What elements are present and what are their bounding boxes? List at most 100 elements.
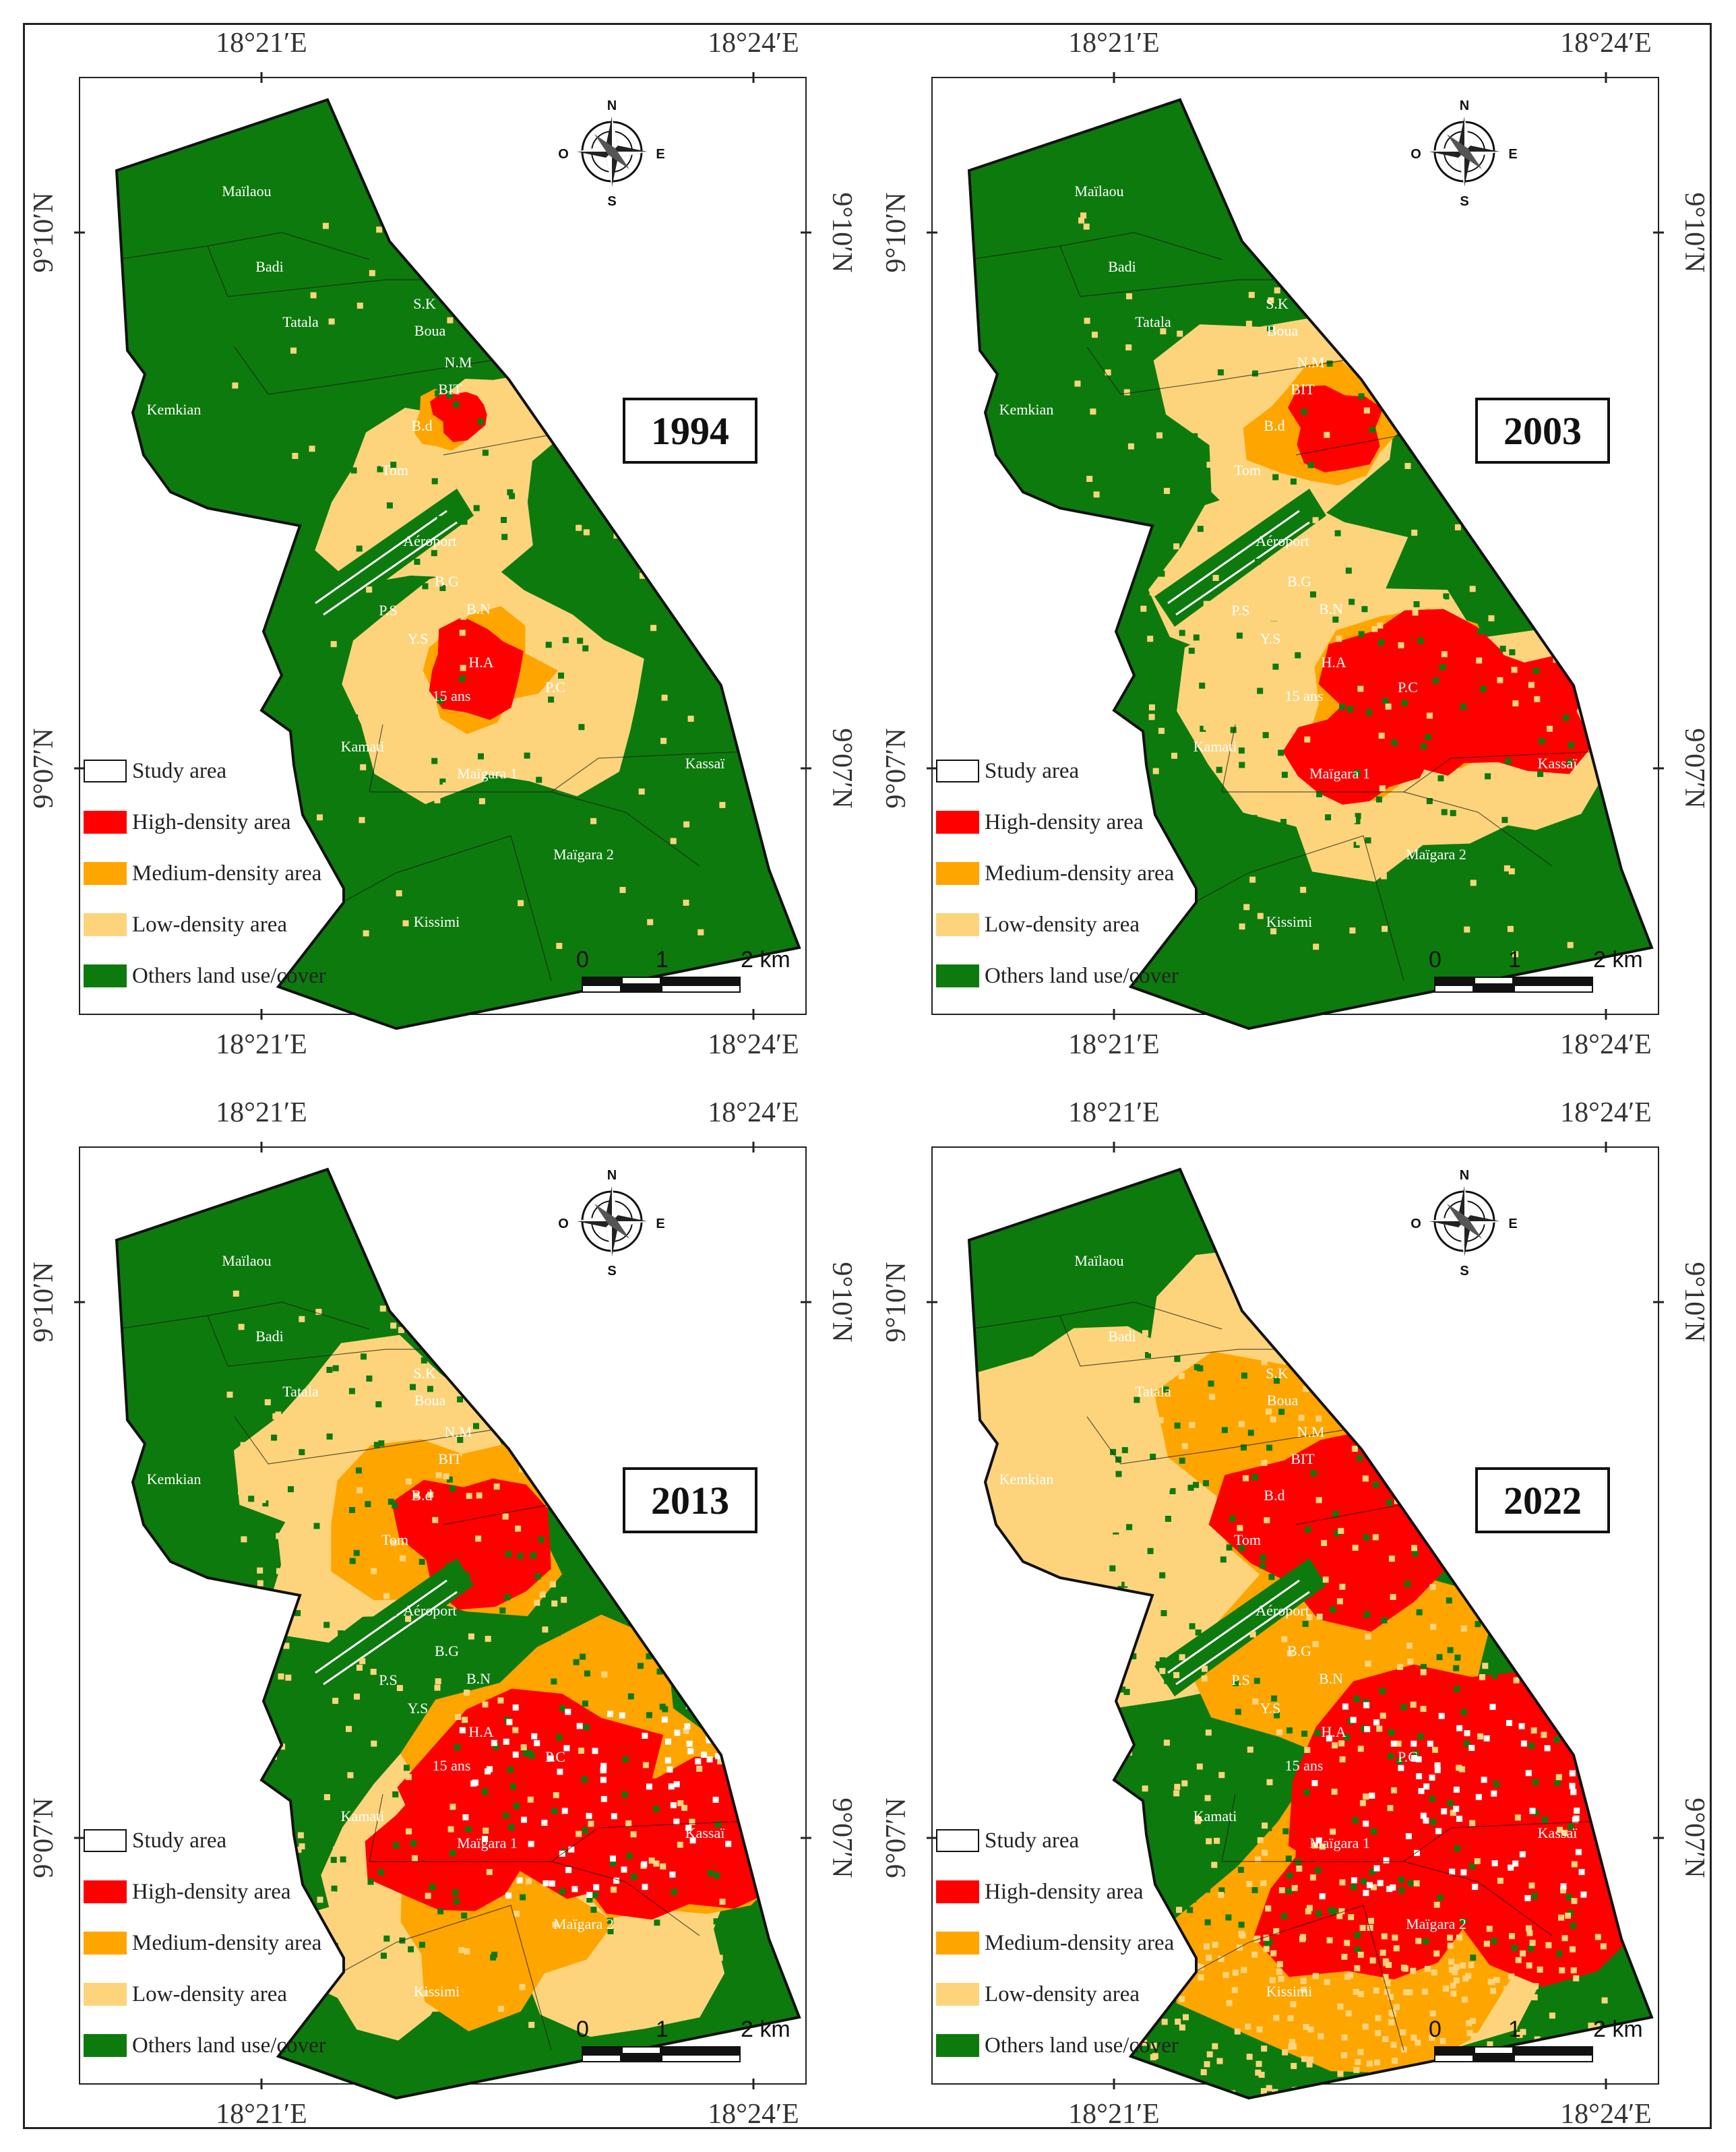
green-pixel <box>1247 1429 1254 1436</box>
low-density-pixel <box>1520 1950 1526 1957</box>
white-pixel <box>610 1855 616 1862</box>
low-density-pixel <box>1254 1935 1261 1942</box>
white-pixel <box>586 1892 593 1898</box>
green-pixel <box>1339 704 1345 710</box>
low-density-pixel <box>1571 1898 1578 1905</box>
low-density-pixel <box>1306 1614 1313 1620</box>
green-pixel <box>1330 1606 1336 1613</box>
low-density-pixel <box>611 1886 617 1893</box>
low-density-pixel <box>1493 1977 1500 1984</box>
low-density-pixel <box>719 1899 726 1905</box>
low-density-pixel <box>1324 1979 1330 1986</box>
green-pixel <box>1119 1686 1126 1693</box>
green-pixel <box>1416 1609 1423 1616</box>
green-pixel <box>1314 1730 1321 1736</box>
green-pixel <box>1432 856 1439 863</box>
low-density-pixel <box>359 470 366 476</box>
low-density-pixel <box>1380 1713 1386 1719</box>
scale-segment <box>1514 2054 1593 2062</box>
low-density-pixel <box>1516 2031 1523 2038</box>
low-density-pixel <box>468 1633 474 1640</box>
white-pixel <box>661 1716 668 1723</box>
district-label-bg: B.G <box>1287 1642 1311 1659</box>
green-pixel <box>520 1894 526 1901</box>
low-density-pixel <box>542 689 548 696</box>
low-density-pixel <box>1257 913 1264 919</box>
low-density-pixel <box>405 1774 412 1781</box>
green-pixel <box>551 1678 557 1685</box>
low-density-pixel <box>1276 1961 1283 1967</box>
low-density-pixel <box>427 1492 434 1498</box>
low-density-pixel <box>1204 1795 1211 1802</box>
low-density-pixel <box>1507 925 1514 932</box>
low-density-pixel <box>1534 696 1541 702</box>
green-pixel <box>352 714 359 720</box>
green-pixel <box>1310 591 1316 598</box>
green-pixel <box>1463 1740 1470 1747</box>
low-density-pixel <box>1175 2019 1181 2025</box>
green-pixel <box>1285 1855 1292 1862</box>
low-density-pixel <box>1441 651 1448 658</box>
legend-item: Low-density area <box>84 1981 287 2007</box>
green-pixel <box>1348 598 1355 605</box>
green-pixel <box>1315 1910 1322 1917</box>
green-pixel <box>271 1531 278 1538</box>
district-label-bd: B.d <box>411 1487 432 1504</box>
low-density-pixel <box>464 1948 470 1955</box>
low-density-pixel <box>1291 1884 1298 1891</box>
low-density-pixel <box>464 1689 470 1696</box>
district-boundary <box>1403 791 1553 867</box>
low-density-pixel <box>352 2010 359 2017</box>
green-pixel <box>1188 648 1195 654</box>
low-density-pixel <box>1304 1747 1311 1753</box>
green-pixel <box>1436 867 1443 873</box>
low-density-pixel <box>1305 1908 1311 1915</box>
green-pixel <box>330 1799 336 1806</box>
low-density-pixel <box>1265 1905 1272 1912</box>
compass-letter-n: N <box>607 98 617 113</box>
legend-label: High-density area <box>132 1879 291 1904</box>
runway-line <box>315 510 447 605</box>
green-pixel <box>548 696 555 703</box>
low-density-pixel <box>1345 2010 1352 2017</box>
low-density-pixel <box>1490 1988 1496 1994</box>
district-label-quinze: 15 ans <box>433 1757 471 1774</box>
low-density-pixel <box>1159 1667 1166 1674</box>
green-pixel <box>348 1388 355 1394</box>
low-density-pixel <box>1249 876 1256 883</box>
scale-segment <box>582 2054 621 2062</box>
green-pixel <box>1358 631 1365 638</box>
low-density-pixel <box>1487 2041 1493 2048</box>
low-density-pixel <box>290 347 297 354</box>
green-pixel <box>329 1771 336 1777</box>
green-pixel <box>573 1659 580 1665</box>
study-area-outline <box>967 1167 1654 2100</box>
green-pixel <box>1358 393 1365 400</box>
low-density-pixel <box>1264 1517 1270 1524</box>
low-density-pixel <box>1382 1973 1389 1980</box>
low-density-pixel <box>422 1417 429 1423</box>
scale-label: 2 km <box>741 2017 790 2042</box>
low-density-pixel <box>1204 1943 1210 1950</box>
low-density-pixel <box>396 890 402 896</box>
low-density-pixel <box>356 1664 363 1671</box>
district-label-kissimi: Kissimi <box>414 1983 460 2000</box>
green-pixel <box>1254 290 1261 297</box>
district-boundary <box>369 1793 383 1862</box>
green-pixel <box>1158 671 1165 678</box>
green-pixel <box>1235 1709 1241 1715</box>
green-pixel <box>1107 285 1113 292</box>
green-pixel <box>1553 830 1560 836</box>
white-pixel <box>607 1711 613 1717</box>
low-density-pixel <box>443 1473 450 1479</box>
green-pixel <box>349 1558 356 1564</box>
low-density-pixel <box>1353 2066 1360 2073</box>
low-density-pixel <box>1255 1856 1261 1863</box>
district-label-sk: S.K <box>413 1365 436 1382</box>
low-density-pixel <box>670 838 677 844</box>
white-pixel <box>669 1871 676 1878</box>
low-density-pixel <box>653 1860 660 1867</box>
white-pixel <box>462 1814 469 1820</box>
low-density-pixel <box>1390 2041 1397 2048</box>
